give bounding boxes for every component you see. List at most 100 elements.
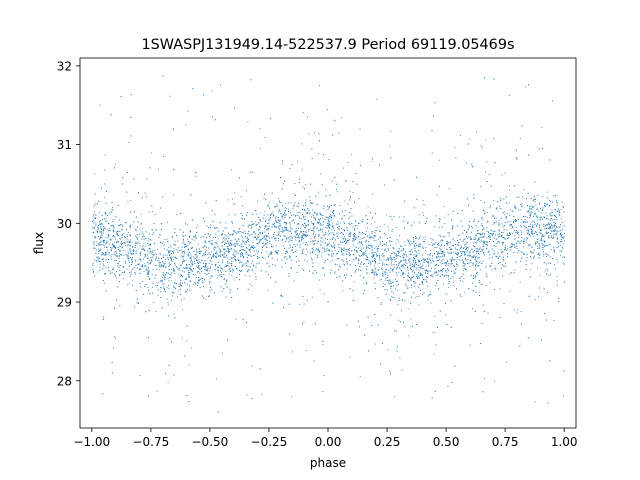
scatter-point — [239, 244, 241, 246]
scatter-point — [506, 361, 508, 363]
scatter-point — [390, 280, 392, 282]
scatter-point — [295, 239, 297, 241]
scatter-point — [302, 248, 304, 250]
scatter-point — [439, 247, 441, 249]
scatter-point — [95, 261, 97, 263]
scatter-point — [479, 237, 481, 239]
scatter-point — [333, 210, 335, 211]
scatter-point — [107, 233, 109, 235]
scatter-point — [456, 261, 458, 263]
scatter-point — [532, 252, 534, 254]
scatter-point — [113, 253, 115, 255]
scatter-point — [343, 247, 345, 249]
scatter-point — [504, 221, 506, 223]
scatter-point — [412, 238, 414, 240]
scatter-point — [315, 219, 316, 221]
scatter-point — [226, 227, 227, 229]
scatter-point — [156, 229, 158, 231]
scatter-point — [302, 213, 303, 215]
scatter-point — [443, 245, 445, 246]
scatter-point — [313, 215, 314, 217]
scatter-point — [499, 235, 500, 237]
scatter-point — [329, 206, 330, 208]
scatter-point — [514, 207, 516, 209]
scatter-point — [129, 242, 131, 244]
scatter-point — [318, 279, 320, 281]
scatter-point — [234, 231, 236, 233]
scatter-point — [122, 243, 123, 245]
scatter-point — [430, 253, 431, 254]
scatter-point — [301, 218, 303, 220]
scatter-point — [511, 210, 513, 212]
scatter-point — [380, 236, 382, 238]
scatter-point — [407, 270, 409, 272]
scatter-point — [545, 212, 547, 214]
scatter-point — [178, 290, 180, 292]
scatter-point — [436, 274, 438, 276]
scatter-point — [254, 236, 256, 238]
scatter-point — [463, 265, 465, 267]
scatter-point — [281, 227, 283, 229]
scatter-point — [354, 271, 356, 273]
scatter-point — [167, 259, 169, 261]
scatter-point — [148, 337, 149, 339]
scatter-point — [101, 224, 103, 226]
scatter-point — [114, 260, 116, 261]
scatter-point — [344, 249, 346, 251]
scatter-point — [365, 215, 367, 217]
scatter-point — [196, 285, 198, 286]
scatter-point — [519, 229, 521, 231]
scatter-point — [438, 159, 440, 161]
scatter-point — [399, 262, 400, 264]
scatter-point — [221, 272, 222, 274]
scatter-point — [214, 233, 216, 235]
scatter-point — [246, 190, 247, 192]
scatter-point — [543, 240, 545, 242]
scatter-point — [562, 238, 564, 240]
scatter-point — [121, 244, 123, 246]
scatter-point — [433, 244, 435, 246]
scatter-point — [187, 224, 189, 226]
scatter-point — [107, 267, 109, 268]
scatter-point — [468, 225, 470, 227]
scatter-point — [371, 260, 373, 262]
scatter-point — [543, 247, 545, 249]
scatter-point — [414, 250, 416, 252]
scatter-point — [187, 248, 189, 250]
scatter-point — [431, 267, 432, 269]
scatter-point — [102, 268, 104, 270]
scatter-point — [462, 265, 464, 267]
scatter-point — [525, 241, 527, 243]
scatter-point — [472, 308, 473, 310]
scatter-point — [431, 258, 433, 260]
scatter-point — [349, 248, 350, 250]
scatter-point — [292, 351, 293, 353]
scatter-point — [371, 245, 373, 247]
scatter-point — [534, 401, 536, 403]
scatter-point — [512, 211, 514, 212]
scatter-point — [128, 244, 130, 246]
scatter-point — [451, 257, 453, 259]
scatter-point — [205, 269, 207, 271]
scatter-point — [494, 222, 496, 224]
scatter-point — [431, 244, 433, 246]
scatter-point — [473, 277, 475, 279]
scatter-point — [509, 273, 511, 275]
scatter-point — [170, 250, 172, 252]
scatter-point — [338, 132, 340, 134]
scatter-point — [243, 263, 245, 265]
scatter-point — [552, 100, 553, 101]
scatter-point — [234, 192, 235, 194]
scatter-point — [148, 211, 150, 213]
scatter-point — [101, 258, 103, 260]
scatter-point — [384, 272, 386, 273]
scatter-point — [320, 237, 322, 238]
scatter-point — [423, 262, 425, 263]
scatter-point — [115, 247, 117, 248]
scatter-point — [125, 245, 126, 247]
scatter-point — [497, 201, 498, 203]
scatter-point — [389, 240, 391, 242]
scatter-point — [231, 221, 233, 223]
scatter-point — [524, 86, 526, 88]
scatter-point — [342, 280, 344, 281]
